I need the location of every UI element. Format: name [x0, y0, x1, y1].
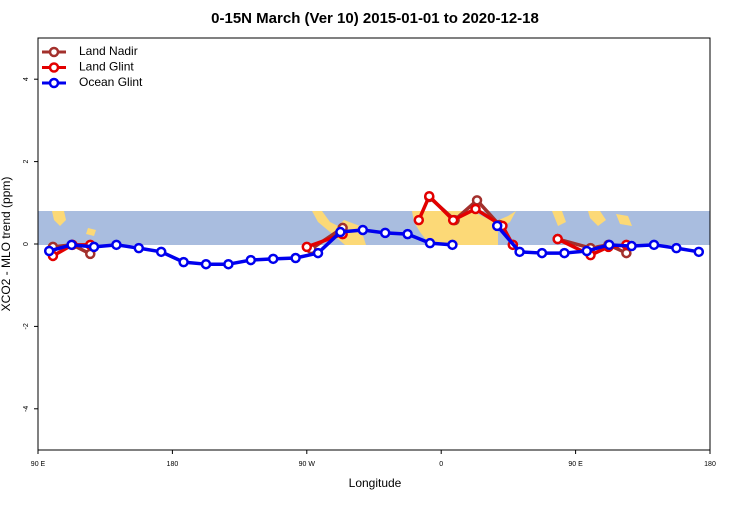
data-point	[447, 214, 459, 226]
data-point	[379, 227, 391, 239]
data-point	[312, 247, 324, 259]
data-point	[66, 239, 77, 251]
data-point	[43, 245, 55, 257]
y-tick-label: 0	[23, 242, 30, 246]
data-point	[552, 233, 563, 245]
data-point	[626, 240, 637, 252]
data-point	[648, 239, 660, 251]
data-point	[245, 254, 257, 266]
data-point	[491, 220, 503, 232]
data-point	[603, 239, 615, 251]
x-axis-label: Longitude	[349, 476, 402, 490]
data-point	[178, 256, 189, 268]
y-tick-label: 2	[23, 160, 30, 164]
chart-title: 0-15N March (Ver 10) 2015-01-01 to 2020-…	[211, 10, 539, 27]
y-axis-label: XCO2 - MLO trend (ppm)	[0, 177, 13, 312]
x-tick-label: 90 E	[31, 461, 46, 468]
data-point	[559, 247, 570, 259]
y-tick-label: 4	[23, 77, 30, 81]
x-tick-label: 0	[439, 461, 443, 468]
map-background	[38, 211, 710, 245]
data-point	[413, 214, 425, 226]
legend-label: Land Nadir	[79, 44, 138, 58]
series	[43, 220, 705, 270]
land	[552, 211, 566, 226]
land	[86, 228, 96, 236]
data-point	[514, 246, 525, 258]
data-point	[133, 242, 145, 254]
data-point	[223, 258, 234, 270]
x-tick-label: 90 W	[299, 461, 316, 468]
data-point	[335, 226, 346, 238]
land	[52, 211, 66, 226]
data-point	[155, 246, 167, 258]
data-point	[424, 190, 435, 202]
data-point	[111, 239, 122, 251]
y-tick-label: -2	[23, 323, 30, 329]
data-point	[267, 253, 279, 265]
data-point	[88, 241, 100, 253]
data-point	[536, 247, 548, 259]
x-tick-label: 180	[167, 461, 179, 468]
data-point	[402, 228, 413, 240]
data-point	[357, 224, 369, 236]
land	[616, 214, 632, 226]
legend-marker	[48, 46, 60, 58]
y-tick-label: -4	[23, 406, 30, 412]
data-point	[424, 237, 436, 249]
legend-marker	[48, 62, 60, 73]
legend-label: Ocean Glint	[79, 75, 143, 89]
x-tick-label: 180	[704, 461, 716, 468]
data-point	[200, 258, 212, 270]
x-tick-label: 90 E	[568, 461, 583, 468]
data-point	[470, 203, 481, 215]
legend-label: Land Glint	[79, 60, 134, 74]
data-point	[471, 195, 483, 206]
data-point	[301, 241, 313, 253]
data-point	[693, 246, 705, 258]
data-point	[447, 239, 458, 251]
data-point	[581, 245, 593, 257]
land	[588, 211, 606, 226]
data-point	[290, 252, 301, 264]
land	[412, 211, 516, 245]
data-point	[671, 242, 682, 254]
legend-marker	[48, 77, 60, 89]
